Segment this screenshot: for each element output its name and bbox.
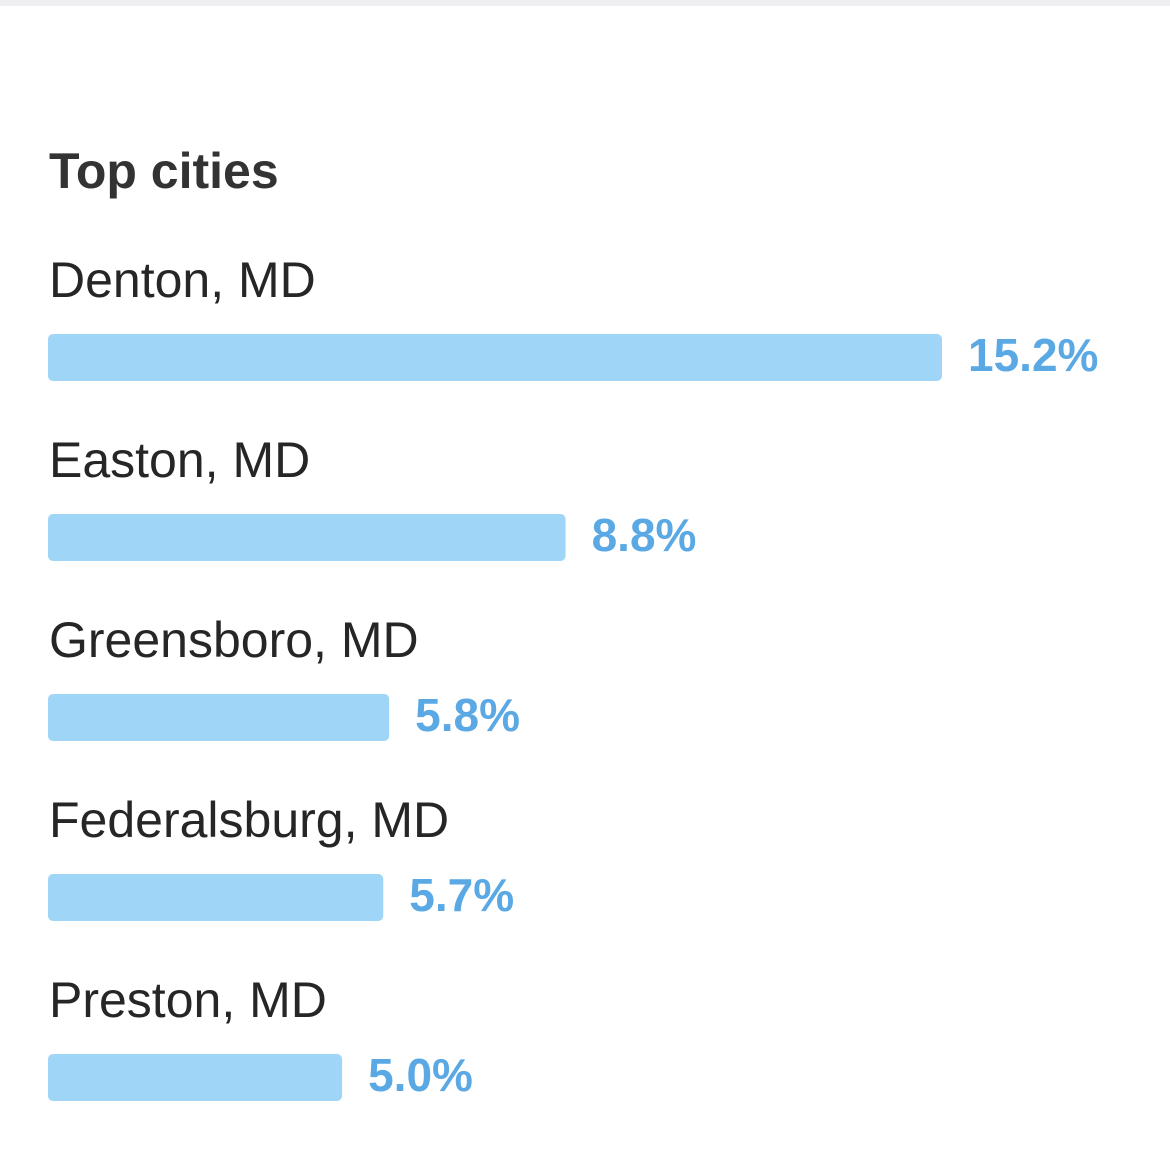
bar xyxy=(48,1054,343,1101)
top-divider xyxy=(0,0,1170,6)
value-label: 8.8% xyxy=(592,509,697,561)
value-label: 5.0% xyxy=(368,1049,473,1101)
bar xyxy=(48,694,390,741)
value-label: 5.7% xyxy=(409,869,514,921)
city-label: Greensboro, MD xyxy=(49,612,419,668)
bar xyxy=(48,874,384,921)
city-label: Federalsburg, MD xyxy=(49,792,449,848)
city-label: Denton, MD xyxy=(49,252,316,308)
bar xyxy=(48,514,566,561)
city-label: Preston, MD xyxy=(49,972,327,1028)
city-label: Easton, MD xyxy=(49,432,310,488)
bar xyxy=(48,334,942,381)
value-label: 15.2% xyxy=(968,329,1098,381)
value-label: 5.8% xyxy=(415,689,520,741)
section-title: Top cities xyxy=(49,143,279,199)
